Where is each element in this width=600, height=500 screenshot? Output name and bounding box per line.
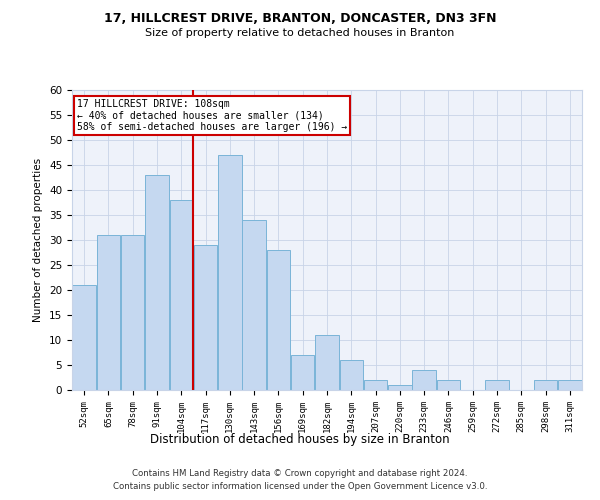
Text: 17, HILLCREST DRIVE, BRANTON, DONCASTER, DN3 3FN: 17, HILLCREST DRIVE, BRANTON, DONCASTER,… <box>104 12 496 26</box>
Bar <box>266 250 290 390</box>
Bar <box>388 385 412 390</box>
Bar <box>340 360 363 390</box>
Bar <box>73 285 96 390</box>
Bar <box>534 380 557 390</box>
Y-axis label: Number of detached properties: Number of detached properties <box>34 158 43 322</box>
Bar <box>170 200 193 390</box>
Text: Contains public sector information licensed under the Open Government Licence v3: Contains public sector information licen… <box>113 482 487 491</box>
Bar <box>364 380 388 390</box>
Text: 17 HILLCREST DRIVE: 108sqm
← 40% of detached houses are smaller (134)
58% of sem: 17 HILLCREST DRIVE: 108sqm ← 40% of deta… <box>77 99 347 132</box>
Text: Contains HM Land Registry data © Crown copyright and database right 2024.: Contains HM Land Registry data © Crown c… <box>132 468 468 477</box>
Bar <box>97 235 120 390</box>
Bar <box>242 220 266 390</box>
Bar <box>437 380 460 390</box>
Bar <box>194 245 217 390</box>
Bar <box>145 175 169 390</box>
Bar <box>218 155 242 390</box>
Bar <box>558 380 581 390</box>
Bar <box>315 335 339 390</box>
Bar <box>485 380 509 390</box>
Bar <box>412 370 436 390</box>
Text: Size of property relative to detached houses in Branton: Size of property relative to detached ho… <box>145 28 455 38</box>
Bar <box>121 235 145 390</box>
Text: Distribution of detached houses by size in Branton: Distribution of detached houses by size … <box>150 432 450 446</box>
Bar <box>291 355 314 390</box>
